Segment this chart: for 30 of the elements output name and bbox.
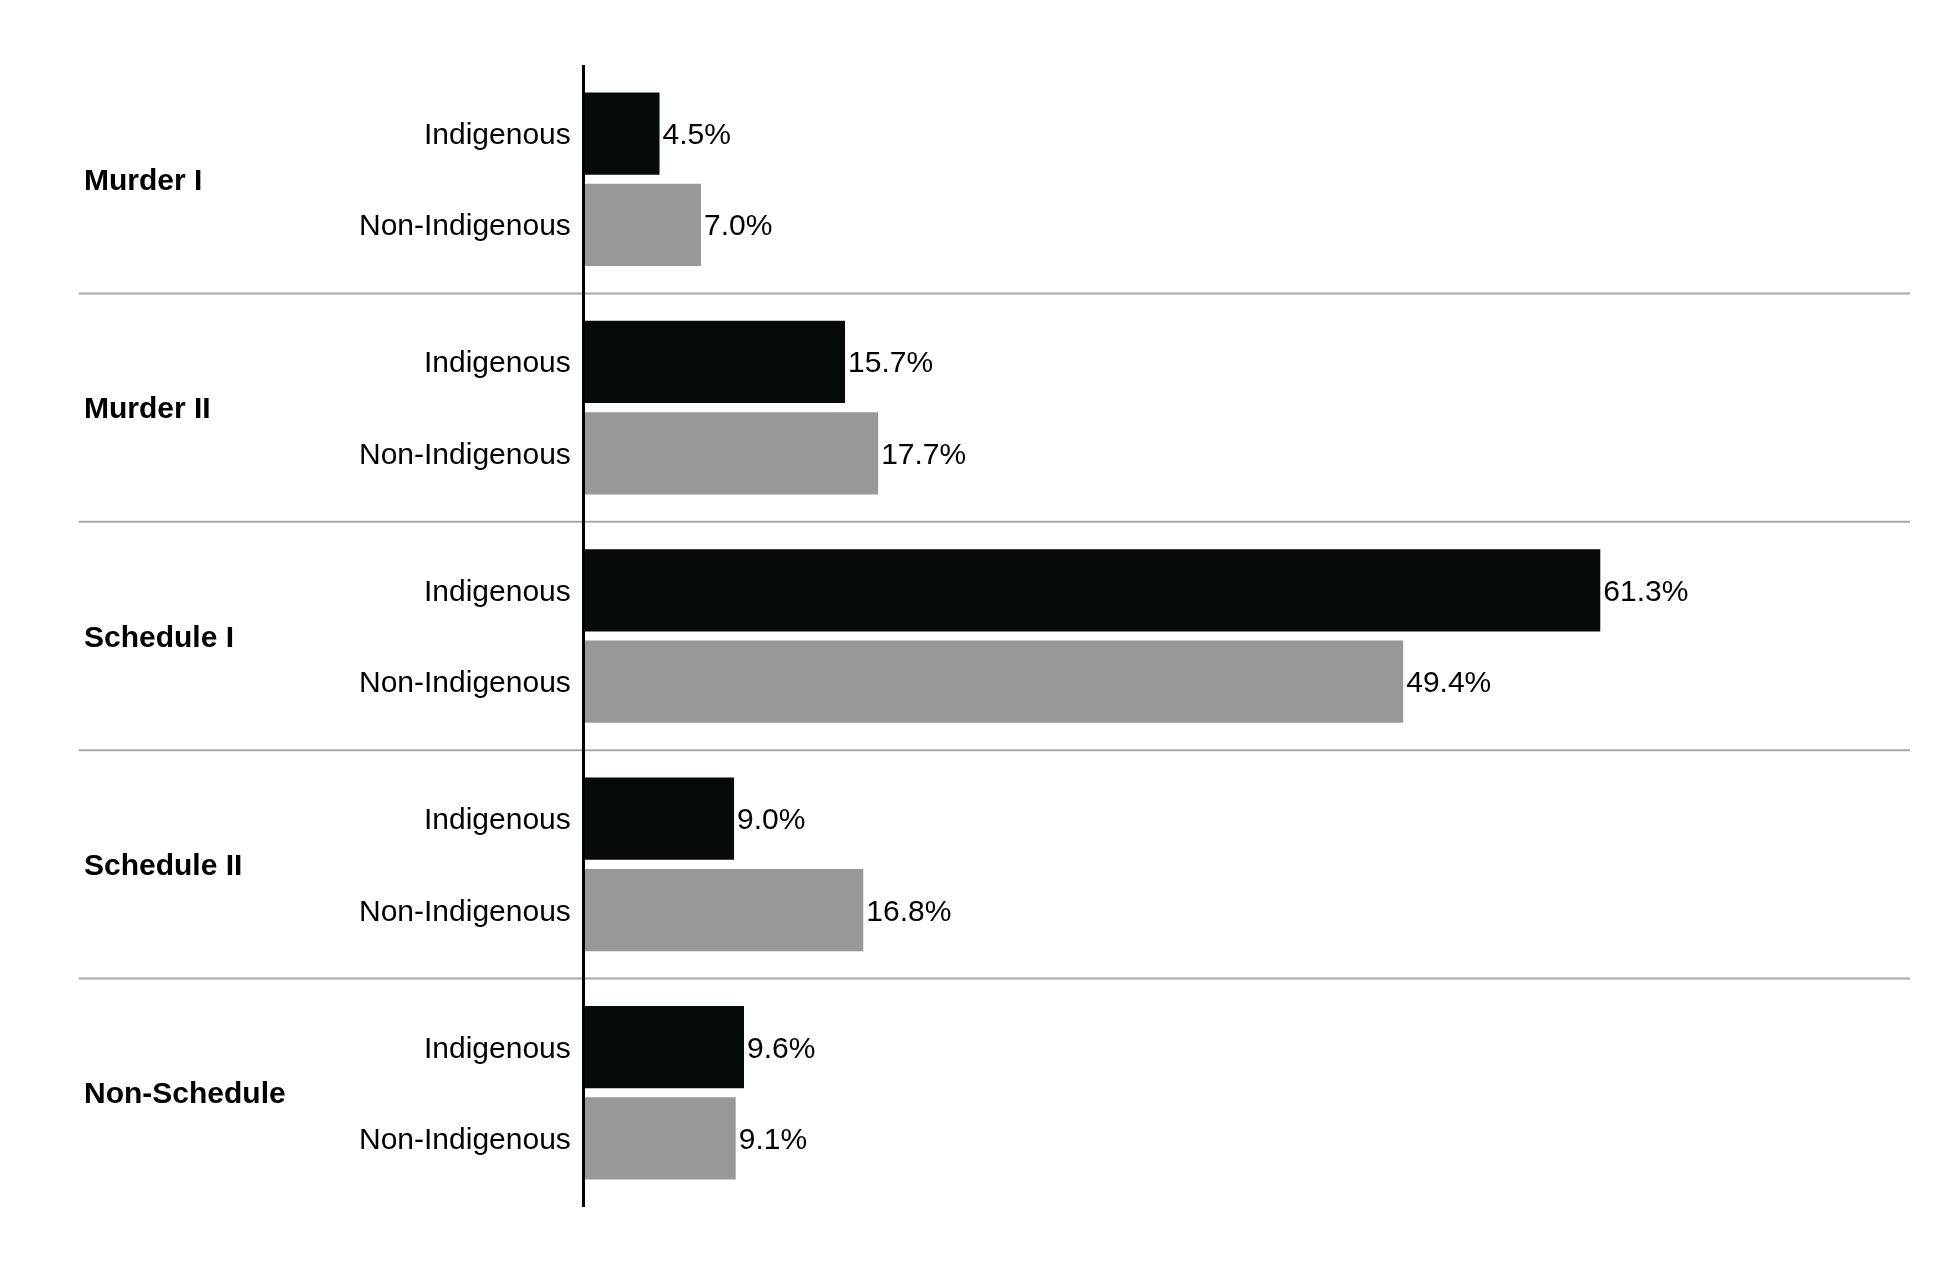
y-tick-label: Non-Schedule xyxy=(84,1076,286,1109)
data-label: 49.4% xyxy=(1406,665,1492,699)
series-label: Indigenous xyxy=(424,117,571,150)
y-tick-label: Murder II xyxy=(84,391,211,424)
data-label: 9.1% xyxy=(738,1121,808,1155)
text: Indigenous xyxy=(424,802,571,835)
data-label: 9.6% xyxy=(747,1030,816,1064)
bar xyxy=(585,640,1404,723)
bar xyxy=(585,868,864,952)
data-label: 4.5% xyxy=(662,117,731,151)
y-tick-label: Schedule II xyxy=(84,848,243,881)
series-label: Non-Indigenous xyxy=(359,208,571,241)
data-label: 61.3% xyxy=(1603,573,1689,607)
bar xyxy=(585,1097,736,1180)
bar xyxy=(585,183,701,266)
y-tick-label: Murder I xyxy=(84,163,203,196)
text: Non-Indigenous xyxy=(359,665,571,698)
bar xyxy=(585,412,879,495)
text: Indigenous xyxy=(424,1031,571,1064)
text: Non-Indigenous xyxy=(359,894,571,927)
data-label: 7.0% xyxy=(703,208,773,242)
text: Non-Indigenous xyxy=(359,437,571,470)
text: Indigenous xyxy=(424,345,571,378)
data-label: 16.8% xyxy=(866,893,952,927)
data-label: 15.7% xyxy=(848,345,934,379)
y-tick-label: Schedule I xyxy=(84,620,235,653)
data-label: 9.0% xyxy=(737,802,806,836)
text: Non-Indigenous xyxy=(359,1122,571,1155)
data-label: 17.7% xyxy=(881,436,967,470)
text: Indigenous xyxy=(424,574,571,607)
